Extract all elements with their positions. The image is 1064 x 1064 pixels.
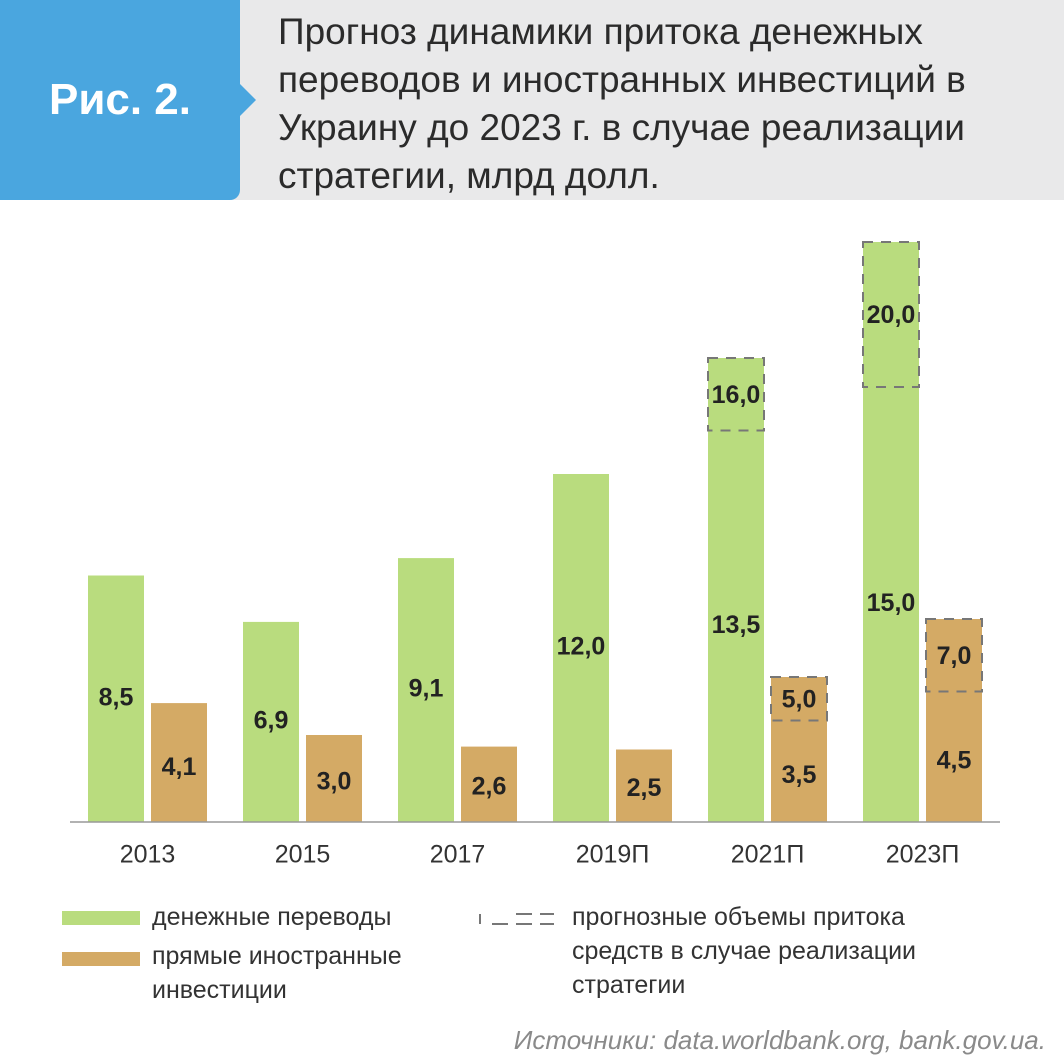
- x-tick-label-5: 2023П: [886, 841, 960, 869]
- x-tick-label-4: 2021П: [731, 841, 805, 869]
- fdi-bar-5: [926, 619, 982, 822]
- fdi-bar-0: [151, 703, 207, 822]
- remittances-forecast-label-4: 16,0: [712, 381, 761, 409]
- legend-swatch-fdi: [62, 952, 140, 966]
- figure-label-badge: Рис. 2.: [0, 0, 240, 200]
- fdi-value-label-1: 3,0: [317, 767, 352, 795]
- remittances-value-label-3: 12,0: [557, 633, 606, 661]
- remittances-forecast-box-4: [707, 357, 765, 432]
- remittances-value-label-2: 9,1: [409, 675, 444, 703]
- fdi-forecast-box-5: [925, 618, 983, 693]
- legend-label-forecast: прогнозные объемы притока средств в случ…: [572, 903, 916, 999]
- figure-badge-arrow: [238, 82, 256, 118]
- remittances-bar-5: [863, 242, 919, 822]
- fdi-bar-4: [771, 677, 827, 822]
- remittances-value-label-4: 13,5: [712, 611, 761, 639]
- x-tick-label-3: 2019П: [576, 841, 650, 869]
- x-tick-label-0: 2013: [120, 841, 176, 869]
- remittances-bar-4: [708, 358, 764, 822]
- figure-label: Рис. 2.: [48, 75, 191, 124]
- fdi-bar-1: [306, 735, 362, 822]
- chart-title: Прогноз динамики притока денежных перево…: [278, 11, 966, 196]
- remittances-bar-3: [553, 474, 609, 822]
- remittances-value-label-1: 6,9: [254, 707, 289, 735]
- fdi-value-label-3: 2,5: [627, 774, 662, 802]
- fdi-bar-2: [461, 746, 517, 822]
- remittances-bar-2: [398, 558, 454, 822]
- remittances-bar-1: [243, 621, 299, 822]
- remittances-value-label-5: 15,0: [867, 589, 916, 617]
- legend-forecast-dash-icon: [479, 913, 554, 925]
- x-tick-label-1: 2015: [275, 841, 331, 869]
- fdi-value-label-0: 4,1: [162, 753, 197, 781]
- fdi-value-label-4: 3,5: [782, 761, 817, 789]
- chart: 8,5 4,1 2013 6,9 3,0 2015 9,1 2,6 2017 12,0 2,5 201…: [70, 241, 1000, 869]
- remittances-forecast-box-5: [862, 241, 920, 388]
- fdi-forecast-box-4: [770, 676, 828, 722]
- source-note: Источники: data.worldbank.org, bank.gov.…: [513, 1025, 1046, 1055]
- fdi-bar-3: [616, 749, 672, 822]
- fdi-forecast-label-5: 7,0: [937, 642, 972, 670]
- legend-label-remittances: денежные переводы: [152, 903, 392, 931]
- legend-swatch-remittances: [62, 911, 140, 925]
- remittances-value-label-0: 8,5: [99, 683, 134, 711]
- fdi-forecast-label-4: 5,0: [782, 685, 817, 713]
- x-tick-label-2: 2017: [430, 841, 486, 869]
- legend-label-fdi: прямые иностранные инвестиции: [152, 942, 402, 1004]
- remittances-bar-0: [88, 575, 144, 822]
- remittances-forecast-label-5: 20,0: [867, 301, 916, 329]
- fdi-value-label-5: 4,5: [937, 746, 972, 774]
- fdi-value-label-2: 2,6: [472, 773, 507, 801]
